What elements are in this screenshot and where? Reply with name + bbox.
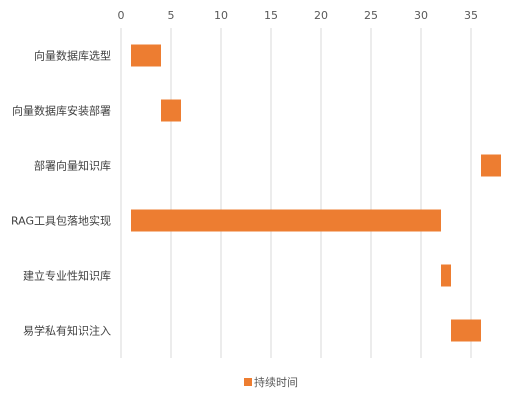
duration-bar [131, 210, 441, 232]
x-tick-label: 25 [364, 9, 378, 22]
bars [131, 45, 501, 342]
x-tick-label: 30 [414, 9, 428, 22]
duration-bar [441, 265, 451, 287]
duration-bar [131, 45, 161, 67]
duration-bar [451, 320, 481, 342]
category-label: 向量数据库安装部署 [12, 104, 111, 118]
category-label: 部署向量知识库 [34, 159, 111, 173]
category-label: 向量数据库选型 [34, 49, 111, 63]
legend: 持续时间 [244, 375, 298, 389]
x-tick-label: 35 [464, 9, 478, 22]
legend-swatch [244, 378, 252, 386]
x-tick-labels: 051015202530354 [118, 9, 517, 22]
x-tick-label: 10 [214, 9, 228, 22]
category-label: 易学私有知识注入 [23, 324, 111, 338]
grid-layer [121, 28, 517, 358]
duration-bar [481, 155, 501, 177]
category-label: 建立专业性知识库 [23, 269, 111, 283]
x-tick-label: 0 [118, 9, 125, 22]
legend-label: 持续时间 [254, 375, 298, 389]
duration-bar [161, 100, 181, 122]
category-label: RAG工具包落地实现 [11, 214, 111, 228]
x-tick-label: 5 [168, 9, 175, 22]
x-tick-label: 20 [314, 9, 328, 22]
x-tick-label: 15 [264, 9, 278, 22]
